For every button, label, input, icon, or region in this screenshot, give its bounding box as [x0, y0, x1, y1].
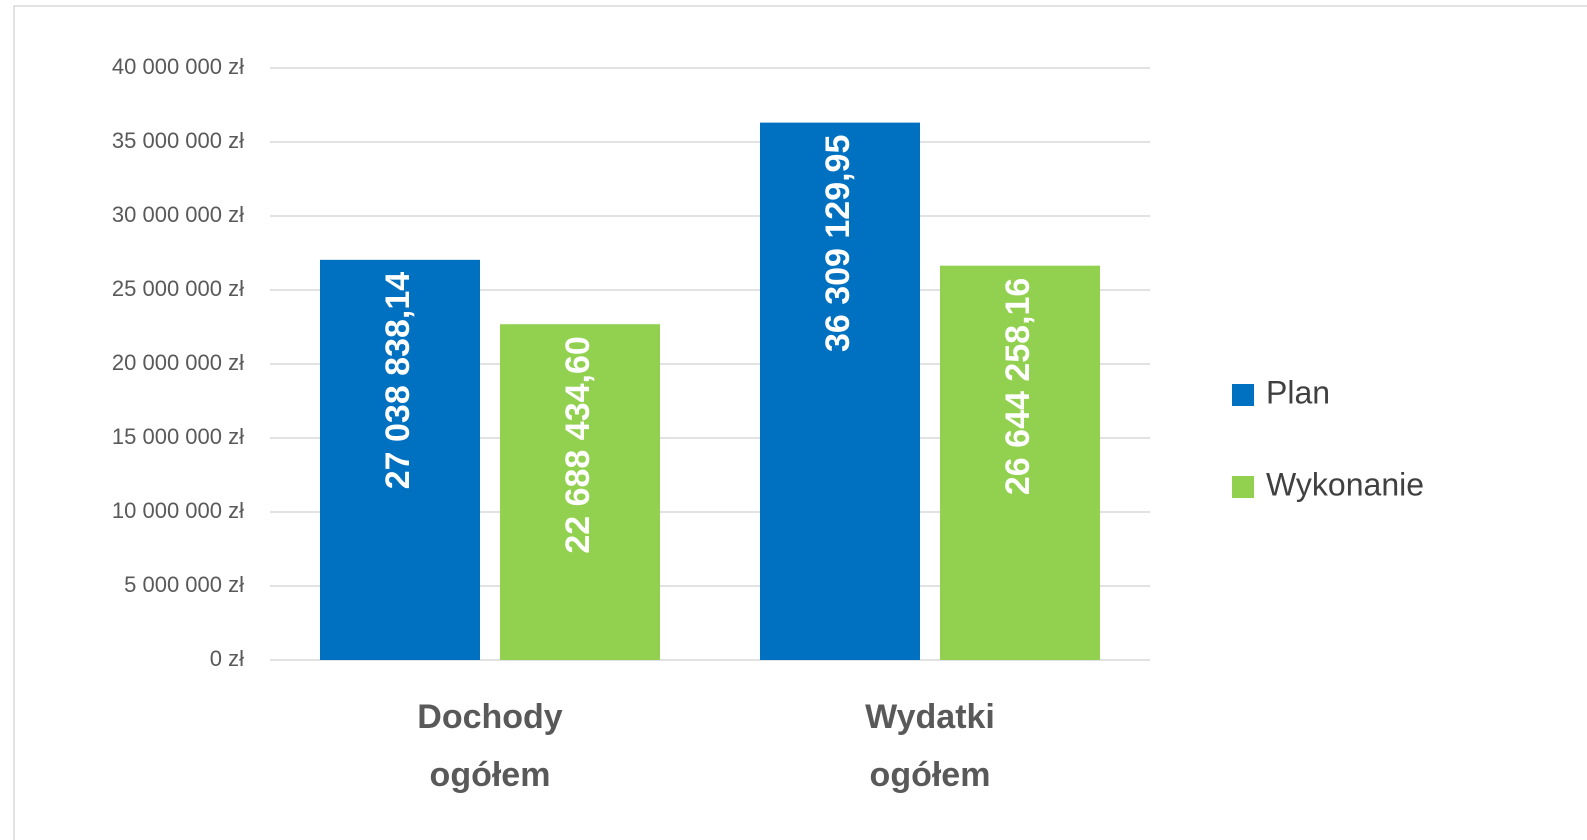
y-tick-label: 30 000 000 zł: [112, 202, 244, 227]
data-label: 26 644 258,16: [999, 278, 1037, 495]
y-tick-label: 20 000 000 zł: [112, 350, 244, 375]
bar: [940, 265, 1100, 660]
x-tick-label: Dochody ogółem: [417, 698, 563, 794]
y-tick-label: 25 000 000 zł: [112, 276, 244, 301]
data-label: 27 038 838,14: [379, 272, 417, 490]
chart-border: [13, 5, 1587, 840]
bar: [320, 259, 480, 660]
y-tick-label: 15 000 000 zł: [112, 424, 244, 449]
legend-swatch: [1232, 384, 1254, 406]
y-tick-label: 5 000 000 zł: [124, 572, 244, 597]
data-label: 36 309 129,95: [819, 135, 857, 352]
data-label: 22 688 434,60: [559, 336, 597, 553]
y-tick-label: 35 000 000 zł: [112, 128, 244, 153]
y-tick-label: 0 zł: [210, 646, 244, 671]
legend-swatch: [1232, 476, 1254, 498]
legend-label: Plan: [1266, 374, 1330, 410]
y-tick-label: 40 000 000 zł: [112, 54, 244, 79]
bar: [500, 324, 660, 660]
y-tick-label: 10 000 000 zł: [112, 498, 244, 523]
legend-label: Wykonanie: [1266, 466, 1424, 502]
bar: [760, 122, 920, 660]
x-tick-label: Wydatki ogółem: [865, 698, 995, 794]
